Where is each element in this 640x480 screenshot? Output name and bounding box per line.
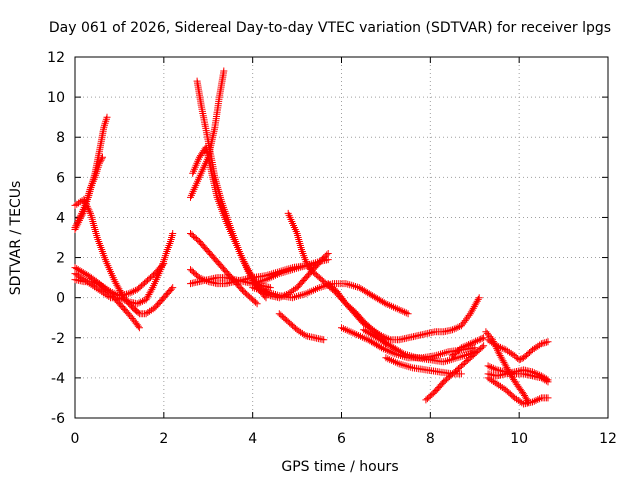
data-marks [71,67,552,408]
series-marks-arc17 [324,280,483,344]
y-tick-label: -2 [51,331,65,347]
series-marks-arc27 [484,362,552,386]
series-marks-arc3 [71,153,106,233]
chart-title: Day 061 of 2026, Sidereal Day-to-day VTE… [49,20,611,36]
series-marks-arc19 [360,326,479,366]
series-arc3 [71,153,106,233]
series-arc15 [249,280,412,318]
y-axis-label: SDTVAR / TECUs [8,181,24,296]
x-tick-label: 12 [599,431,617,447]
y-tick-label: 4 [56,210,65,226]
series-arc25 [484,336,552,364]
y-tick-label: -6 [51,411,65,427]
series-arc21 [422,342,488,404]
x-axis-label: GPS time / hours [281,459,398,475]
series-arc16 [275,310,328,344]
series-arc14 [284,209,390,348]
series-arc8 [193,77,270,302]
series-marks-arc14 [284,209,390,348]
x-tick-label: 10 [510,431,528,447]
x-tick-label: 8 [426,431,435,447]
y-tick-label: 0 [56,291,65,307]
y-tick-label: 10 [47,90,65,106]
series-marks-arc21 [422,342,488,404]
series-marks-arc6 [71,260,168,300]
series-marks-arc8 [193,77,270,302]
series-arc13 [249,256,332,288]
axis-ticks: 0 2 4 6 8 10 12 -6 -4 -2 0 2 4 6 8 10 12 [47,50,617,447]
series-arc6 [71,260,168,300]
series-arc26 [484,374,552,408]
series-marks-arc25 [484,336,552,364]
y-tick-label: 8 [56,130,65,146]
y-tick-label: -4 [51,371,65,387]
y-tick-label: 6 [56,170,65,186]
x-tick-label: 6 [337,431,346,447]
series-marks-arc22 [449,334,488,360]
series-marks-arc26 [484,374,552,408]
y-tick-label: 12 [47,50,65,66]
x-tick-label: 2 [159,431,168,447]
x-tick-label: 0 [71,431,80,447]
series-marks-arc13 [249,256,332,288]
series-arc27 [484,362,552,386]
x-tick-label: 4 [248,431,257,447]
grid [75,57,608,418]
series-marks-arc15 [249,280,412,318]
y-tick-label: 2 [56,251,65,267]
series-arc19 [360,326,479,366]
series-arc22 [449,334,488,360]
series-marks-arc16 [275,310,328,344]
series-arc17 [324,280,483,344]
